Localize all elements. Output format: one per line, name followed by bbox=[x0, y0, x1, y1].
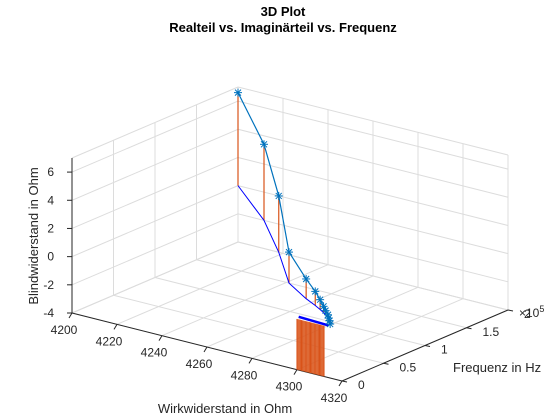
x-tick-label: 4260 bbox=[186, 357, 213, 371]
chart-title-line-2: Realteil vs. Imaginärteil vs. Frequenz bbox=[169, 20, 397, 35]
y-tick-label: 1 bbox=[441, 343, 448, 357]
data-point-marker bbox=[285, 248, 293, 257]
grid-line-back-z bbox=[237, 100, 509, 170]
marker-stroke bbox=[302, 275, 310, 283]
grid-line-side-z bbox=[71, 213, 239, 286]
x-tick-mark bbox=[293, 369, 298, 375]
grid-line-side-z bbox=[71, 185, 239, 258]
data-point-marker bbox=[326, 320, 335, 329]
grid-line-side-z bbox=[71, 241, 239, 314]
grid-layer bbox=[71, 86, 509, 382]
x-tick-label: 4300 bbox=[276, 380, 303, 394]
data-layer bbox=[234, 88, 335, 377]
y-tick-mark bbox=[341, 380, 348, 383]
y-exponent: ×105 bbox=[519, 304, 544, 320]
x-tick-mark bbox=[248, 358, 253, 364]
grid-edge-top-back bbox=[237, 86, 509, 156]
z-tick-label: 0 bbox=[47, 250, 54, 264]
y-tick-mark bbox=[383, 362, 389, 365]
tick-labels: 420042204240426042804300432000.511.52-4-… bbox=[43, 165, 531, 405]
data-point-marker bbox=[260, 140, 268, 149]
x-axis-label: Wirkwiderstand in Ohm bbox=[158, 401, 292, 416]
data-point-marker bbox=[311, 287, 320, 296]
x-tick-mark bbox=[158, 335, 163, 341]
grid-line-side-z bbox=[71, 128, 239, 201]
x-tick-mark bbox=[203, 346, 208, 353]
x-tick-mark bbox=[113, 324, 118, 330]
grid-line-floor-y bbox=[154, 277, 426, 346]
x-tick-label: 4280 bbox=[231, 368, 258, 382]
grid-line-back-z bbox=[237, 241, 509, 311]
y-tick-label: 1.5 bbox=[483, 325, 500, 339]
grid-line-back-z bbox=[237, 213, 509, 283]
y-exponent-power: 5 bbox=[539, 304, 544, 314]
y-tick-label: 2 bbox=[524, 307, 531, 321]
impedance-line bbox=[237, 92, 331, 325]
marker-stroke bbox=[275, 192, 283, 200]
grid-line-back-z bbox=[237, 185, 509, 255]
x-tick-mark bbox=[68, 312, 73, 319]
marker-stroke bbox=[311, 288, 319, 295]
grid-line-back-z bbox=[237, 156, 509, 226]
marker-stroke bbox=[326, 317, 333, 325]
marker-stroke bbox=[234, 89, 242, 96]
x-tick-label: 4240 bbox=[141, 346, 168, 360]
marker-stroke bbox=[316, 296, 324, 304]
data-point-marker bbox=[274, 191, 283, 200]
grid-line-side-z bbox=[71, 100, 239, 173]
y-tick-mark bbox=[424, 345, 431, 347]
x-tick-mark bbox=[338, 380, 343, 387]
grid-edge-top-left bbox=[71, 86, 239, 159]
data-point-marker bbox=[302, 274, 311, 283]
marker-stroke bbox=[324, 311, 332, 319]
y-axis-label: Frequenz in Hz bbox=[453, 360, 541, 375]
x-tick-label: 4200 bbox=[51, 323, 78, 337]
grid-line-back-z bbox=[237, 128, 509, 198]
marker-stroke bbox=[322, 307, 329, 314]
projection-cluster bbox=[298, 315, 329, 327]
grid-line-floor-y bbox=[196, 259, 467, 329]
y-tick-mark bbox=[466, 327, 472, 330]
x-tick-label: 4220 bbox=[96, 334, 123, 348]
marker-stroke bbox=[325, 314, 332, 322]
z-tick-label: -4 bbox=[43, 306, 54, 320]
x-tick-label: 4320 bbox=[321, 391, 348, 405]
marker-stroke bbox=[285, 248, 293, 256]
y-tick-label: 0.5 bbox=[400, 360, 417, 374]
y-exponent-base: ×10 bbox=[519, 306, 540, 320]
z-tick-label: 6 bbox=[47, 165, 54, 179]
grid-line-side-z bbox=[71, 156, 239, 229]
y-tick-mark bbox=[507, 309, 514, 312]
data-point-marker bbox=[234, 88, 242, 97]
marker-stroke bbox=[320, 302, 327, 310]
z-tick-label: 2 bbox=[47, 221, 54, 235]
chart-title-line-1: 3D Plot bbox=[261, 4, 306, 19]
z-axis-label: Blindwiderstand in Ohm bbox=[26, 167, 41, 304]
z-tick-label: 4 bbox=[47, 193, 54, 207]
marker-stroke bbox=[326, 320, 334, 328]
y-tick-label: 0 bbox=[358, 378, 365, 392]
data-point-marker bbox=[316, 295, 325, 304]
z-tick-label: -2 bbox=[43, 278, 54, 292]
marker-stroke bbox=[260, 140, 268, 148]
grid-line-floor-y bbox=[113, 294, 384, 364]
